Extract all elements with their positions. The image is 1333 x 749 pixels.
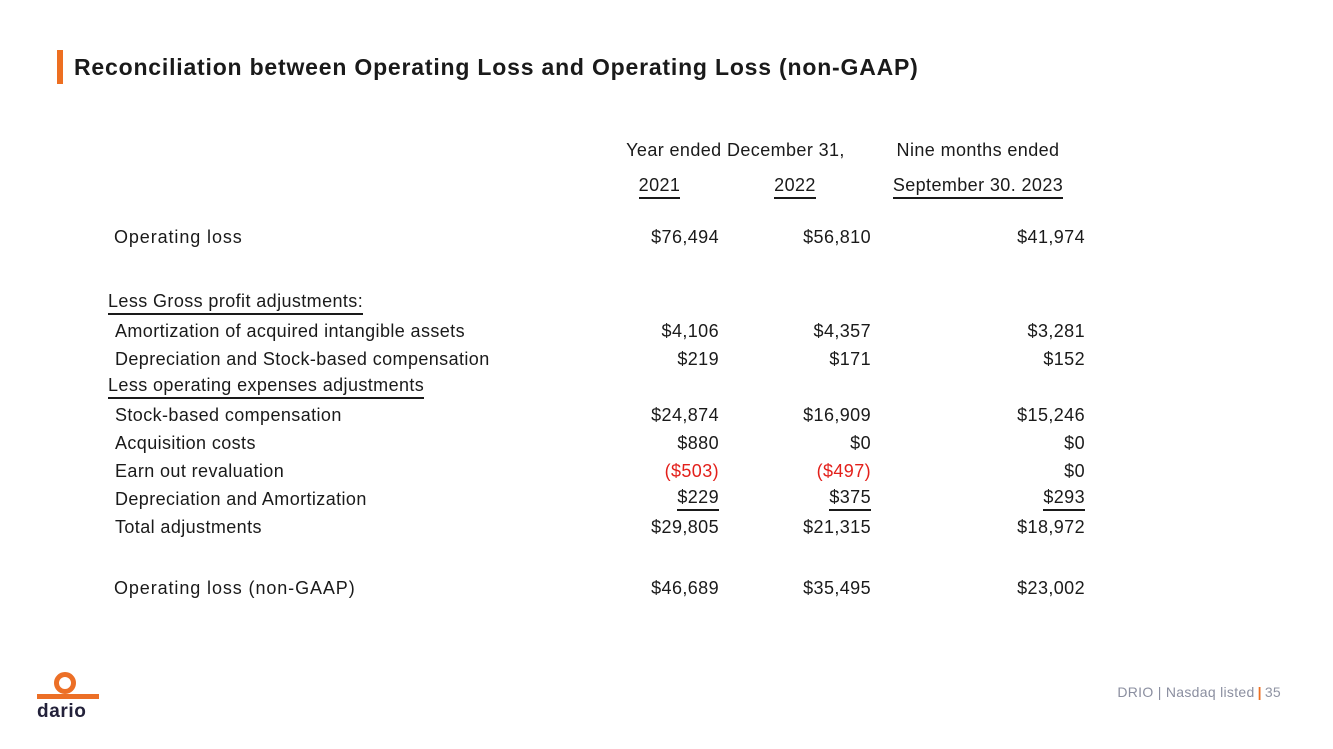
row-label: Depreciation and Amortization	[115, 488, 367, 509]
column-header-sep-2023: September 30. 2023	[871, 175, 1085, 199]
row-label: Total adjustments	[115, 516, 262, 537]
dario-ring-icon	[54, 672, 76, 694]
table-row-total-adjustments: Total adjustments $29,805 $21,315 $18,97…	[108, 513, 1085, 541]
cell-2023: $0	[1064, 432, 1085, 453]
dario-baseline-icon	[37, 694, 99, 699]
row-label: Amortization of acquired intangible asse…	[115, 320, 465, 341]
dario-logo: dario	[37, 670, 101, 722]
header-nine-months-line1: Nine months ended	[896, 140, 1060, 160]
cell-2022-negative: ($497)	[816, 460, 871, 481]
row-label: Depreciation and Stock-based compensatio…	[115, 348, 490, 369]
title-accent-bar	[57, 50, 63, 84]
column-header-2022: 2022	[719, 175, 871, 199]
cell-2022: $35,495	[803, 577, 871, 598]
table-row-amortization-intangibles: Amortization of acquired intangible asse…	[108, 317, 1085, 345]
cell-2023: $15,246	[1017, 404, 1085, 425]
cell-2021: $24,874	[651, 404, 719, 425]
column-header-2021: 2021	[600, 175, 719, 199]
header-year-group: Year ended December 31,	[626, 140, 845, 160]
cell-2023: $152	[1043, 348, 1085, 369]
title-block: Reconciliation between Operating Loss an…	[57, 50, 919, 84]
row-label: Earn out revaluation	[115, 460, 285, 481]
cell-2023: $293	[871, 487, 1085, 511]
cell-2023: $18,972	[1017, 516, 1085, 537]
table-row-operating-loss: Operating loss $76,494 $56,810 $41,974	[108, 223, 1085, 251]
row-label: Operating loss	[114, 226, 243, 247]
cell-2021: $46,689	[651, 577, 719, 598]
footer-divider: |	[1257, 684, 1262, 700]
cell-2023: $23,002	[1017, 577, 1085, 598]
row-label: Operating loss (non-GAAP)	[114, 577, 356, 598]
table-row-depreciation-amortization: Depreciation and Amortization $229 $375 …	[108, 485, 1085, 513]
spacer	[108, 199, 1085, 223]
cell-2023: $3,281	[1027, 320, 1085, 341]
cell-2021: $219	[677, 348, 719, 369]
table-header-row-columns: 2021 2022 September 30. 2023	[108, 161, 1085, 199]
table-row-section-gross-profit: Less Gross profit adjustments:	[108, 289, 1085, 317]
cell-2021: $880	[677, 432, 719, 453]
cell-2021: $229	[600, 487, 719, 511]
section-header: Less operating expenses adjustments	[108, 375, 600, 399]
cell-2021: $4,106	[661, 320, 719, 341]
reconciliation-table: Year ended December 31, Nine months ende…	[108, 126, 1085, 603]
table-row-depreciation-sbc: Depreciation and Stock-based compensatio…	[108, 345, 1085, 373]
section-header: Less Gross profit adjustments:	[108, 291, 600, 315]
page-title: Reconciliation between Operating Loss an…	[74, 54, 919, 80]
cell-2021: $29,805	[651, 516, 719, 537]
table-header-row-groups: Year ended December 31, Nine months ende…	[108, 126, 1085, 161]
page-number: 35	[1264, 684, 1281, 700]
cell-2022: $171	[829, 348, 871, 369]
cell-2022: $375	[719, 487, 871, 511]
ticker-text: DRIO | Nasdaq listed	[1117, 684, 1255, 700]
spacer	[108, 541, 1085, 573]
table-row-acquisition-costs: Acquisition costs $880 $0 $0	[108, 429, 1085, 457]
cell-2022: $21,315	[803, 516, 871, 537]
footer-ticker-block: DRIO | Nasdaq listed | 35	[1117, 684, 1281, 700]
cell-2022: $4,357	[813, 320, 871, 341]
cell-2021: $76,494	[651, 226, 719, 247]
cell-2022: $56,810	[803, 226, 871, 247]
cell-2022: $0	[850, 432, 871, 453]
dario-wordmark: dario	[37, 701, 87, 722]
table-row-operating-loss-non-gaap: Operating loss (non-GAAP) $46,689 $35,49…	[108, 573, 1085, 603]
cell-2023: $41,974	[1017, 226, 1085, 247]
spacer	[108, 251, 1085, 289]
cell-2022: $16,909	[803, 404, 871, 425]
row-label: Stock-based compensation	[115, 404, 342, 425]
table-row-stock-based-comp: Stock-based compensation $24,874 $16,909…	[108, 401, 1085, 429]
cell-2023: $0	[1064, 460, 1085, 481]
cell-2021-negative: ($503)	[664, 460, 719, 481]
row-label: Acquisition costs	[115, 432, 256, 453]
table-row-section-opex: Less operating expenses adjustments	[108, 373, 1085, 401]
table-row-earn-out-revaluation: Earn out revaluation ($503) ($497) $0	[108, 457, 1085, 485]
